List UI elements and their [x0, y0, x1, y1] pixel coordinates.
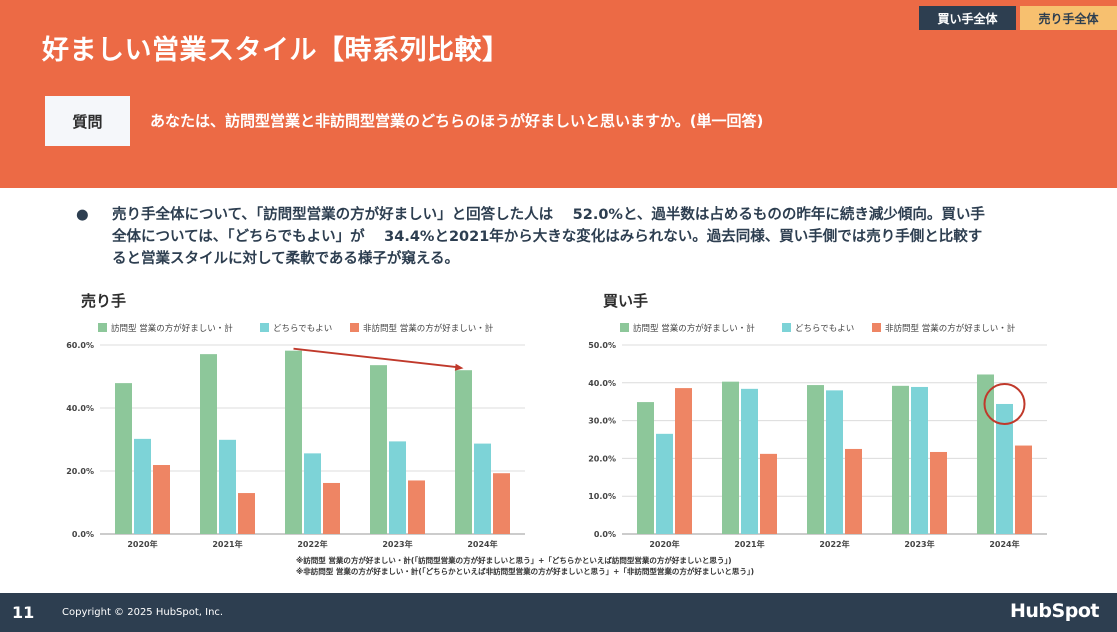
- bar: [389, 441, 406, 534]
- legend-label: 非訪問型 営業の方が好ましい・計: [885, 323, 1016, 334]
- bar: [323, 482, 340, 534]
- summary-text: 売り手全体について、「訪問型営業の方が好ましい」と回答した人は 52.0%と、過…: [112, 207, 985, 267]
- chart-buyers: 訪問型 営業の方が好ましい・計 どちらでもよい 非訪問型 営業の方が好ましい・計 0.…: [588, 323, 1047, 549]
- y-tick-label: 0.0%: [72, 530, 94, 539]
- footnotes: ※訪問型 営業の方が好ましい・計(「訪問型営業の方が好ましいと思う」+「どちらか…: [296, 555, 754, 577]
- legend-swatch: [260, 323, 269, 332]
- tab-buyers-all[interactable]: 買い手全体: [919, 6, 1016, 30]
- legend-swatch: [872, 323, 881, 332]
- legend-label: どちらでもよい: [273, 324, 332, 334]
- y-tick-label: 40.0%: [66, 404, 94, 413]
- footer-bar: 11 Copyright © 2025 HubSpot, Inc. HubSpo…: [0, 593, 1117, 632]
- bar: [238, 493, 255, 534]
- x-tick-label: 2023年: [382, 539, 412, 549]
- bar: [370, 365, 387, 534]
- bar: [474, 443, 491, 534]
- bar: [892, 385, 909, 534]
- chart-title-sellers: 売り手: [81, 292, 127, 310]
- legend-label: 訪問型 営業の方が好ましい・計: [111, 323, 233, 334]
- header-band: 好ましい営業スタイル【時系列比較】 買い手全体 売り手全体 質問 あなたは、訪問…: [0, 0, 1117, 188]
- bar: [760, 453, 777, 534]
- chart-sellers: 訪問型 営業の方が好ましい・計 どちらでもよい 非訪問型 営業の方が好ましい・計 0.…: [66, 323, 525, 549]
- chart-title-buyers: 買い手: [603, 292, 649, 310]
- tab-sellers-all[interactable]: 売り手全体: [1020, 6, 1117, 30]
- legend-swatch: [350, 323, 359, 332]
- x-tick-label: 2020年: [127, 539, 157, 549]
- hubspot-logo: HubSpot: [1010, 600, 1099, 622]
- bar: [285, 350, 302, 534]
- bar: [996, 403, 1013, 534]
- bar: [219, 439, 236, 534]
- x-tick-label: 2021年: [734, 539, 764, 549]
- bar: [911, 386, 928, 534]
- legend-swatch: [782, 323, 791, 332]
- bar: [845, 448, 862, 534]
- bar: [637, 402, 654, 534]
- y-tick-label: 20.0%: [588, 454, 616, 463]
- page-number: 11: [12, 603, 35, 622]
- bar: [1015, 445, 1032, 534]
- highlight-circle: [983, 382, 1026, 425]
- bar: [826, 390, 843, 534]
- x-tick-label: 2024年: [989, 539, 1019, 549]
- bar: [115, 383, 132, 534]
- bar: [408, 480, 425, 534]
- x-tick-label: 2021年: [212, 539, 242, 549]
- y-tick-label: 0.0%: [594, 530, 616, 539]
- footnote-visit: ※訪問型 営業の方が好ましい・計(「訪問型営業の方が好ましいと思う」+「どちらか…: [296, 556, 732, 565]
- summary-bullet: ● 売り手全体について、「訪問型営業の方が好ましい」と回答した人は 52.0%と…: [76, 204, 996, 270]
- bar: [304, 453, 321, 534]
- bar: [807, 385, 824, 534]
- trend-arrow-line: [293, 347, 458, 369]
- legend-label: どちらでもよい: [795, 324, 854, 334]
- x-tick-label: 2022年: [819, 539, 849, 549]
- x-tick-label: 2023年: [904, 539, 934, 549]
- bar: [493, 473, 510, 534]
- bar: [455, 370, 472, 534]
- legend-swatch: [620, 323, 629, 332]
- bar: [200, 354, 217, 534]
- legend-swatch: [98, 323, 107, 332]
- bar: [656, 433, 673, 534]
- copyright: Copyright © 2025 HubSpot, Inc.: [62, 607, 224, 618]
- bar: [153, 465, 170, 534]
- bar: [977, 374, 994, 534]
- question-label: 質問: [45, 96, 130, 146]
- bar: [930, 451, 947, 534]
- page-title: 好ましい営業スタイル【時系列比較】: [42, 35, 510, 66]
- y-tick-label: 20.0%: [66, 467, 94, 476]
- footnote-nonvisit: ※非訪問型 営業の方が好ましい・計(「どちらかといえば非訪問型営業の方が好ましい…: [296, 567, 755, 576]
- question-text: あなたは、訪問型営業と非訪問型営業のどちらのほうが好ましいと思いますか。(単一回…: [150, 112, 764, 130]
- bullet-dot: ●: [76, 207, 89, 223]
- x-tick-label: 2024年: [467, 539, 497, 549]
- y-tick-label: 60.0%: [66, 341, 94, 350]
- bar: [722, 381, 739, 534]
- bar: [675, 388, 692, 534]
- x-tick-label: 2022年: [297, 539, 327, 549]
- y-tick-label: 50.0%: [588, 341, 616, 350]
- x-tick-label: 2020年: [649, 539, 679, 549]
- bar: [134, 438, 151, 534]
- y-tick-label: 10.0%: [588, 492, 616, 501]
- bar: [741, 388, 758, 534]
- y-tick-label: 40.0%: [588, 379, 616, 388]
- y-tick-label: 30.0%: [588, 417, 616, 426]
- legend-label: 訪問型 営業の方が好ましい・計: [633, 323, 755, 334]
- legend-label: 非訪問型 営業の方が好ましい・計: [363, 323, 494, 334]
- trend-arrow-head: [454, 363, 464, 371]
